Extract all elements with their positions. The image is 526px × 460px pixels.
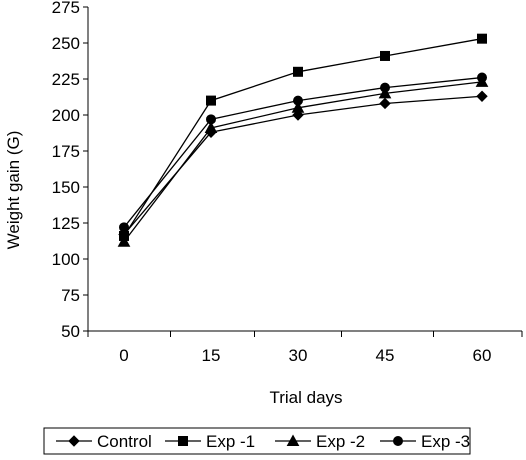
y-axis-ticks: 50 75 100 125 150 175 200 225 250 275	[52, 0, 88, 341]
x-axis-ticks: 0 15 30 45 60	[87, 331, 523, 365]
series-exp-2	[117, 75, 489, 247]
y-tick-label: 50	[61, 322, 80, 341]
y-axis-title: Weight gain (G)	[4, 131, 23, 250]
data-point-exp-3	[119, 222, 129, 233]
legend-label-control: Control	[97, 432, 152, 451]
series-exp-1	[119, 33, 487, 241]
x-tick-label: 60	[473, 346, 492, 365]
y-tick-label: 275	[52, 0, 80, 17]
series-line-control	[123, 95, 483, 235]
x-tick-label: 15	[202, 346, 221, 365]
legend-marker-control	[68, 435, 80, 447]
x-tick-label: 30	[289, 346, 308, 365]
data-point-exp-1	[380, 50, 390, 61]
y-tick-label: 225	[52, 70, 80, 89]
x-tick-label: 0	[119, 346, 128, 365]
data-point-exp-3	[477, 72, 487, 83]
y-tick-label: 75	[61, 286, 80, 305]
series-layer	[117, 33, 489, 247]
legend: Control Exp -1 Exp -2 Exp -3	[43, 427, 471, 455]
data-point-control	[379, 97, 391, 110]
data-point-exp-1	[293, 66, 303, 77]
y-tick-label: 150	[52, 178, 80, 197]
data-point-exp-3	[380, 82, 390, 93]
data-point-exp-3	[206, 114, 216, 125]
legend-label-exp-3: Exp -3	[421, 432, 470, 451]
y-tick-label: 200	[52, 106, 80, 125]
legend-marker-exp-2	[286, 434, 300, 446]
legend-marker-exp-1	[178, 436, 188, 446]
axes	[87, 7, 522, 332]
y-tick-label: 100	[52, 250, 80, 269]
legend-label-exp-2: Exp -2	[316, 432, 365, 451]
legend-marker-exp-3	[393, 436, 403, 446]
legend-label-exp-1: Exp -1	[206, 432, 255, 451]
data-point-exp-2	[378, 86, 392, 99]
x-tick-label: 45	[376, 346, 395, 365]
y-tick-label: 175	[52, 142, 80, 161]
y-tick-label: 125	[52, 214, 80, 233]
series-line-exp-2	[123, 81, 483, 243]
data-point-exp-2	[117, 235, 131, 247]
series-exp-3	[119, 72, 487, 233]
y-tick-label: 250	[52, 34, 80, 53]
data-point-exp-2	[291, 101, 305, 113]
x-axis-title: Trial days	[269, 388, 342, 407]
data-point-exp-1	[206, 95, 216, 106]
data-point-exp-2	[204, 121, 218, 133]
data-point-exp-1	[477, 33, 487, 44]
data-point-control	[476, 90, 488, 102]
data-point-exp-3	[293, 95, 303, 106]
